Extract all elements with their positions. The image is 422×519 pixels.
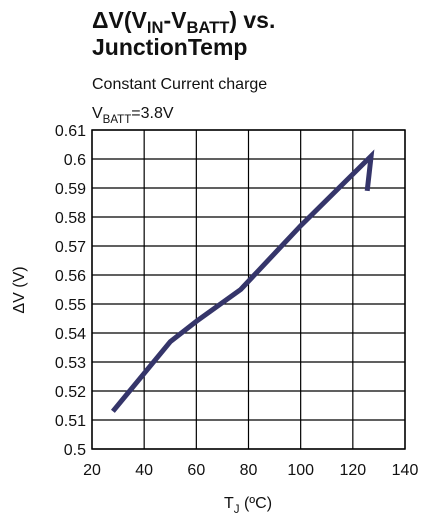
x-tick-label: 100 xyxy=(287,462,314,479)
text-part: V xyxy=(92,105,103,122)
x-tick-label: 140 xyxy=(392,462,419,479)
y-tick-label: 0.57 xyxy=(55,239,86,256)
y-tick-label: 0.52 xyxy=(55,384,86,401)
x-tick-label: 20 xyxy=(83,462,101,479)
subscript: J xyxy=(234,504,240,516)
y-tick-label: 0.54 xyxy=(55,326,86,343)
y-tick-label: 0.56 xyxy=(55,268,86,285)
chart-title-line: JunctionTemp xyxy=(92,34,247,60)
annotation: VBATT=3.8V xyxy=(92,105,174,126)
x-tick-label: 40 xyxy=(135,462,153,479)
text-part: (ºC) xyxy=(240,495,273,512)
data-line xyxy=(110,149,375,413)
y-tick-label: 0.58 xyxy=(55,210,86,227)
y-tick-label: 0.53 xyxy=(55,355,86,372)
y-axis-label: ΔV (V) xyxy=(11,266,28,313)
x-tick-label: 80 xyxy=(240,462,258,479)
subscript: IN xyxy=(147,18,164,37)
text-part: T xyxy=(224,495,234,512)
y-tick-label: 0.51 xyxy=(55,413,86,430)
chart-subtitle: Constant Current charge xyxy=(92,76,267,93)
text-part: -V xyxy=(163,7,187,33)
subscript: BATT xyxy=(103,114,132,126)
y-tick-label: 0.6 xyxy=(64,152,86,169)
x-tick-label: 120 xyxy=(339,462,366,479)
subscript: BATT xyxy=(186,18,229,37)
x-tick-label: 60 xyxy=(187,462,205,479)
plot-frame xyxy=(91,129,406,450)
text-part: ΔV(V xyxy=(92,7,148,33)
x-axis-label: TJ (ºC) xyxy=(224,495,272,516)
text-part: ) vs. xyxy=(229,7,275,33)
y-tick-label: 0.61 xyxy=(55,123,86,140)
y-tick-label: 0.55 xyxy=(55,297,86,314)
y-tick-label: 0.5 xyxy=(64,442,86,459)
chart-title-line: ΔV(VIN-VBATT) vs. xyxy=(92,7,275,37)
text-part: =3.8V xyxy=(131,105,174,122)
text-part: JunctionTemp xyxy=(92,34,247,60)
y-tick-label: 0.59 xyxy=(55,181,86,198)
